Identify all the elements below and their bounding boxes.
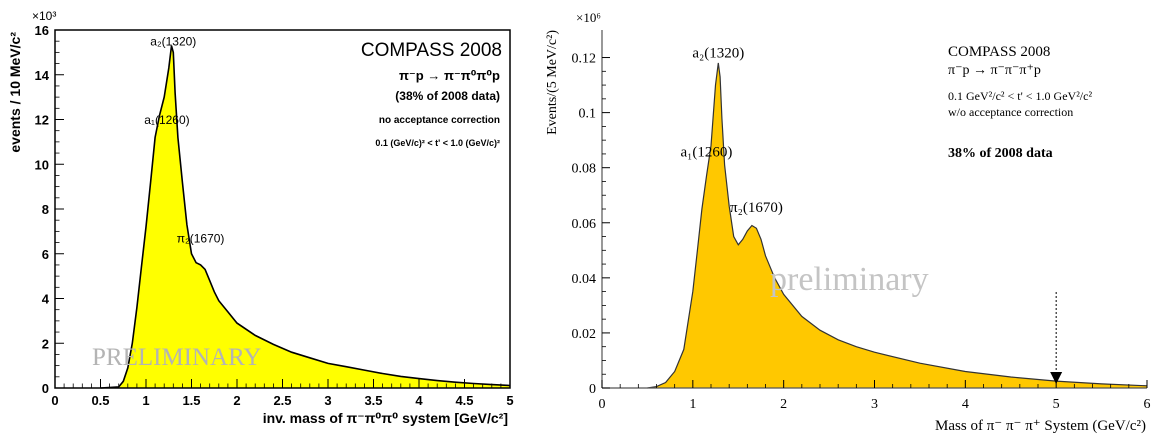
left-cut-label: 0.1 (GeV/c)² < t' < 1.0 (GeV/c)² — [375, 138, 500, 148]
l-x-tick-label: 4 — [415, 393, 423, 408]
right-x-ticks: 0 1 2 3 4 5 6 — [599, 380, 1151, 412]
right-correction-label: w/o acceptance correction — [948, 105, 1073, 119]
left-exponent-label: ×10³ — [32, 9, 56, 23]
r-resonance-label: π₂(1670) — [730, 200, 783, 216]
l-y-tick-label: 0 — [42, 381, 49, 396]
left-x-ticks: 0 0.5 1 1.5 2 2.5 3 3.5 4 4.5 5 — [51, 379, 514, 408]
right-data-fraction-label: 38% of 2008 data — [948, 146, 1053, 161]
r-resonance-label: a₁(1260) — [681, 145, 733, 161]
l-y-tick-label: 16 — [35, 23, 49, 38]
r-y-tick-label: 0.06 — [572, 217, 597, 232]
l-y-tick-label: 12 — [35, 113, 49, 128]
left-chart: 0 0.5 1 1.5 2 2.5 3 3.5 4 4.5 5 0 2 4 6 8 10 12 14 16 ×10³… — [7, 9, 514, 426]
r-x-tick-label: 2 — [780, 397, 787, 412]
left-correction-label: no acceptance correction — [379, 115, 500, 126]
right-chart: 0 1 2 3 4 5 6 0 0.02 0.04 0.06 0.08 0.1 0.12 ×10⁶ Ma… — [545, 10, 1151, 434]
left-experiment-label: COMPASS 2008 — [361, 40, 502, 61]
l-x-tick-label: 3 — [324, 393, 331, 408]
r-x-tick-label: 3 — [871, 397, 878, 412]
left-y-ticks: 0 2 4 6 8 10 12 14 16 — [35, 23, 64, 396]
r-y-tick-label: 0.08 — [572, 162, 597, 177]
left-annotations: a₁(1260) a₂(1320) π₂(1670) — [144, 35, 224, 246]
right-y-axis-label: Events/(5 MeV/c²) — [545, 30, 560, 135]
right-watermark: preliminary — [770, 261, 929, 298]
right-cut-label: 0.1 GeV²/c² < t' < 1.0 GeV²/c² — [948, 89, 1092, 103]
r-x-tick-label: 1 — [689, 397, 696, 412]
r-x-tick-label: 0 — [599, 397, 606, 412]
l-y-tick-label: 2 — [42, 336, 49, 351]
left-data-fraction-label: (38% of 2008 data) — [395, 89, 500, 103]
l-x-tick-label: 1.5 — [182, 393, 200, 408]
r-resonance-label: a₂(1320) — [692, 46, 744, 62]
l-y-tick-label: 14 — [35, 68, 50, 83]
l-x-tick-label: 0 — [51, 393, 58, 408]
right-axes — [601, 30, 1147, 389]
right-experiment-label: COMPASS 2008 — [948, 44, 1050, 60]
left-reaction-label: π⁻p → π⁻π⁰π⁰p — [399, 68, 500, 83]
l-x-tick-label: 5 — [506, 393, 513, 408]
r-area-fill — [647, 63, 1147, 388]
l-area-fill — [100, 45, 510, 388]
left-x-axis-label: inv. mass of π⁻π⁰π⁰ system [GeV/c²] — [263, 410, 508, 426]
r-x-tick-label: 4 — [962, 397, 969, 412]
l-area-outline — [100, 45, 511, 389]
l-x-tick-label: 4.5 — [455, 393, 473, 408]
l-x-tick-label: 2.5 — [273, 393, 291, 408]
r-x-tick-label: 5 — [1053, 397, 1060, 412]
l-y-tick-label: 4 — [42, 292, 50, 307]
l-x-tick-label: 0.5 — [91, 393, 109, 408]
l-resonance-label: a₁(1260) — [144, 113, 189, 127]
right-exponent-label: ×10⁶ — [576, 10, 601, 25]
left-watermark: PRELIMINARY — [92, 344, 261, 371]
right-reaction-label: π⁻p → π⁻π⁻π⁺p — [948, 63, 1041, 78]
l-resonance-label: a₂(1320) — [150, 35, 196, 49]
l-x-tick-label: 3.5 — [364, 393, 382, 408]
right-histogram — [647, 62, 1148, 389]
right-x-axis-label: Mass of π⁻ π⁻ π⁺ System (GeV/c²) — [935, 418, 1146, 434]
l-y-tick-label: 8 — [42, 202, 49, 217]
r-y-tick-label: 0 — [589, 382, 596, 397]
r-y-tick-label: 0.12 — [572, 52, 597, 67]
right-annotations: a₁(1260) a₂(1320) π₂(1670) — [681, 46, 783, 216]
r-x-tick-label: 6 — [1144, 397, 1151, 412]
l-y-tick-label: 10 — [35, 157, 49, 172]
right-cut-arrow — [1050, 292, 1063, 384]
l-resonance-label: π₂(1670) — [177, 232, 225, 246]
left-y-axis-label: events / 10 MeV/c² — [7, 32, 23, 153]
cut-arrow-head — [1050, 372, 1063, 384]
l-y-tick-label: 6 — [42, 247, 49, 262]
right-y-ticks: 0 0.02 0.04 0.06 0.08 0.1 0.12 — [572, 52, 610, 397]
left-plot-frame — [54, 29, 511, 389]
r-y-tick-label: 0.02 — [572, 327, 597, 342]
r-y-tick-label: 0.04 — [572, 272, 597, 287]
l-x-tick-label: 1 — [142, 393, 149, 408]
left-histogram — [100, 45, 511, 389]
r-y-tick-label: 0.1 — [579, 107, 597, 122]
l-x-tick-label: 2 — [233, 393, 240, 408]
r-area-outline — [647, 62, 1148, 389]
